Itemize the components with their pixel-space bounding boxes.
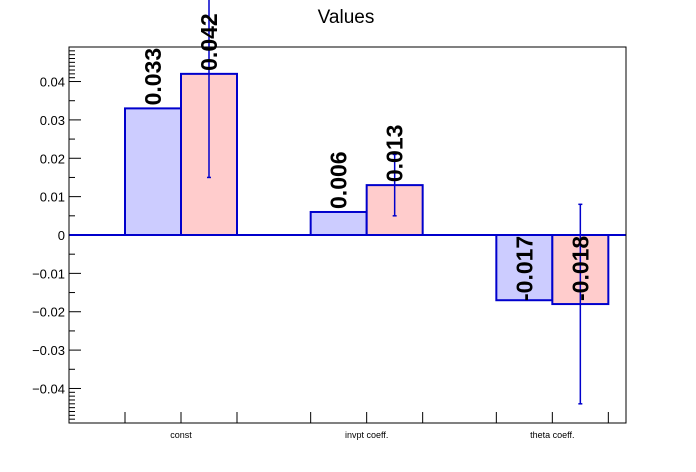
y-tick-label: −0.03: [32, 343, 65, 358]
data-label: 0.006: [326, 151, 352, 209]
data-labels: 0.033 0.006 -0.017 0.042 0.013 -0.018: [140, 13, 593, 301]
y-tick-label: 0.01: [40, 190, 65, 205]
bar: [124, 107, 182, 236]
chart-title: Values: [318, 7, 375, 28]
y-tick-label: 0: [58, 228, 65, 243]
y-tick-label: 0.02: [40, 151, 65, 166]
y-tick-label: 0.04: [40, 75, 65, 90]
data-label: 0.042: [196, 13, 222, 71]
bar: [495, 234, 554, 302]
y-tick-label: 0.03: [40, 113, 65, 128]
data-label: -0.017: [511, 236, 537, 301]
x-category-label: const: [170, 430, 192, 440]
plot-frame: [68, 46, 627, 424]
axes: −0.04 −0.03 −0.02 −0.01 0 0.01 0.02 0.03 0.04 con…: [32, 46, 609, 440]
y-tick-label: −0.01: [32, 266, 65, 281]
data-label: 0.033: [140, 48, 166, 106]
x-category-label: theta coeff.: [530, 430, 574, 440]
y-tick-label: −0.02: [32, 305, 65, 320]
data-label: -0.018: [567, 236, 593, 301]
error-bars: [207, 0, 583, 405]
x-category-label: invpt coeff.: [345, 430, 388, 440]
y-tick-label: −0.04: [32, 381, 65, 396]
bar: [309, 210, 368, 237]
data-label: 0.013: [382, 125, 408, 183]
